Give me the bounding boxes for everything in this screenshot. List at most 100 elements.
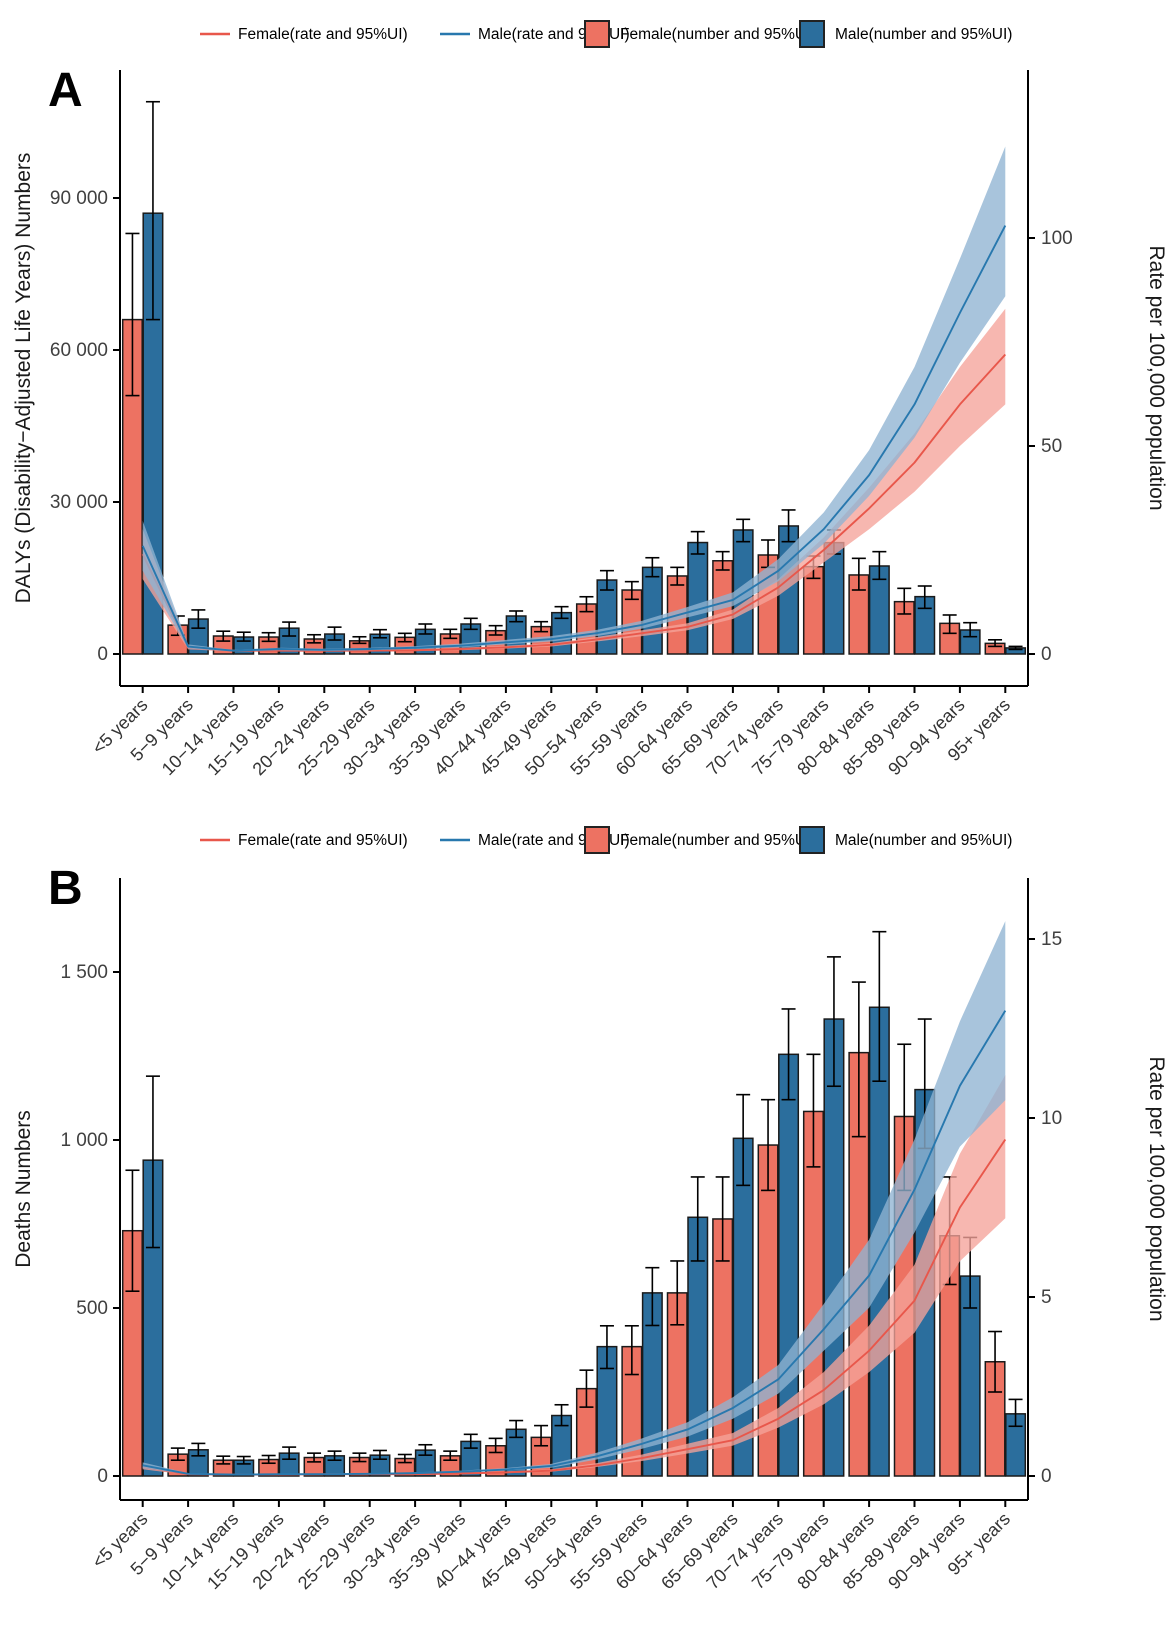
right-axis-title: Rate per 100,000 population	[1145, 1056, 1168, 1321]
error-bar-female	[624, 1325, 639, 1376]
error-bar-male	[191, 609, 206, 629]
legend: Female(rate and 95%UI) Male(rate and 95%U…	[200, 20, 1012, 48]
error-bar-male	[963, 621, 978, 638]
error-bar-male	[599, 569, 614, 591]
error-bar-male	[418, 1443, 433, 1456]
error-bar-male	[554, 1403, 569, 1427]
error-bar-female	[851, 557, 866, 591]
error-bar-female	[988, 639, 1003, 648]
rate-line-male	[142, 1010, 1007, 1476]
legend-label: Male(number and 95%UI)	[835, 832, 1012, 849]
rate-female	[141, 308, 1007, 652]
left-tick-label: 0	[97, 644, 108, 665]
error-bar-female	[579, 1369, 594, 1408]
error-bar-male	[191, 1442, 206, 1457]
error-bar-female	[942, 614, 957, 635]
error-bar-male	[1008, 1398, 1023, 1428]
axes: 0 500 1 000 1 500 0 5 10 15	[60, 878, 1062, 1501]
legend-label: Female(number and 95%UI)	[620, 832, 816, 849]
error-bar-female	[352, 635, 367, 645]
error-bar-male	[826, 956, 841, 1088]
error-bar-female	[806, 1053, 821, 1168]
panel-letter: A	[48, 64, 83, 117]
error-bar-male	[463, 1433, 478, 1449]
error-bar-male	[327, 1450, 342, 1462]
legend-male-rect-symbol	[799, 826, 825, 854]
error-bar-female	[670, 566, 685, 586]
error-bar-male	[1008, 645, 1023, 651]
error-bar-female	[443, 1450, 458, 1462]
error-bar-female	[534, 620, 549, 633]
rate-line-male	[141, 225, 1007, 652]
legend-female-rect-symbol	[584, 826, 610, 854]
left-tick-label: 90 000	[50, 188, 108, 209]
error-bar-male	[282, 1446, 297, 1461]
error-bar-male	[236, 631, 251, 642]
bar-male	[823, 1018, 845, 1477]
error-bar-male	[690, 1176, 705, 1262]
error-bar-female	[988, 1330, 1003, 1393]
error-bar-male	[872, 550, 887, 581]
rate-line-female	[141, 353, 1007, 652]
error-bar-male	[282, 621, 297, 637]
error-bar-female	[261, 1454, 276, 1465]
error-bar-female	[397, 632, 412, 643]
legend-label: Female(rate and 95%UI)	[238, 832, 408, 849]
left-tick-label: 0	[97, 1466, 108, 1487]
left-axis-title: DALYs (Disability−Adjusted Life Years) N…	[12, 153, 35, 604]
legend-label: Female(number and 95%UI)	[620, 26, 816, 43]
chart-panel-A: Female(rate and 95%UI) Male(rate and 95%U…	[0, 0, 1170, 800]
error-bar-male	[645, 556, 660, 578]
error-bar-male	[690, 530, 705, 555]
error-bar-male	[145, 1075, 160, 1249]
legend-label: Female(rate and 95%UI)	[238, 26, 408, 43]
left-tick-label: 1 500	[60, 962, 108, 983]
error-bar-female	[488, 1437, 503, 1454]
error-bar-female	[851, 981, 866, 1138]
error-bar-female	[170, 1447, 185, 1462]
error-bar-male	[236, 1455, 251, 1465]
error-bar-female	[216, 1455, 231, 1465]
error-bar-female	[624, 580, 639, 601]
error-bar-female	[670, 1260, 685, 1326]
left-tick-label: 60 000	[50, 340, 108, 361]
error-bar-male	[145, 100, 160, 321]
error-bar-male	[872, 930, 887, 1083]
chart-panel-B: Female(rate and 95%UI) Male(rate and 95%U…	[0, 800, 1170, 1646]
error-bar-male	[327, 626, 342, 641]
error-bar-male	[418, 623, 433, 635]
panel-letter: B	[48, 862, 83, 915]
error-bar-male	[463, 617, 478, 631]
error-bar-male	[645, 1266, 660, 1327]
axes: 0 30 000 60 000 90 000 0 50 100	[50, 70, 1073, 687]
error-bar-male	[781, 1008, 796, 1101]
error-bar-female	[761, 1098, 776, 1192]
error-bar-male	[736, 518, 751, 543]
left-tick-label: 500	[76, 1298, 108, 1319]
bar-male	[641, 566, 663, 655]
error-bar-male	[599, 1325, 614, 1370]
error-bar-male	[372, 1449, 387, 1461]
error-bar-female	[216, 630, 231, 642]
error-bar-female	[261, 631, 276, 643]
right-axis-title: Rate per 100,000 population	[1145, 245, 1168, 510]
error-bar-female	[715, 1176, 730, 1262]
legend-male-rect-symbol	[799, 20, 825, 48]
error-bar-female	[534, 1424, 549, 1447]
right-tick-label: 50	[1041, 436, 1062, 457]
error-bar-female	[125, 1169, 140, 1293]
error-bar-male	[372, 628, 387, 639]
error-bar-male	[509, 610, 524, 623]
error-bar-female	[397, 1453, 412, 1464]
chart-svg-A: Female(rate and 95%UI) Male(rate and 95%U…	[12, 20, 1168, 779]
chart-svg-B: Female(rate and 95%UI) Male(rate and 95%U…	[12, 826, 1168, 1593]
legend: Female(rate and 95%UI) Male(rate and 95%U…	[200, 826, 1012, 854]
error-bar-male	[509, 1419, 524, 1439]
right-tick-label: 0	[1041, 1466, 1052, 1487]
error-bar-female	[307, 1452, 322, 1463]
bar-female	[802, 565, 824, 655]
error-bar-female	[488, 624, 503, 636]
right-tick-label: 0	[1041, 644, 1052, 665]
